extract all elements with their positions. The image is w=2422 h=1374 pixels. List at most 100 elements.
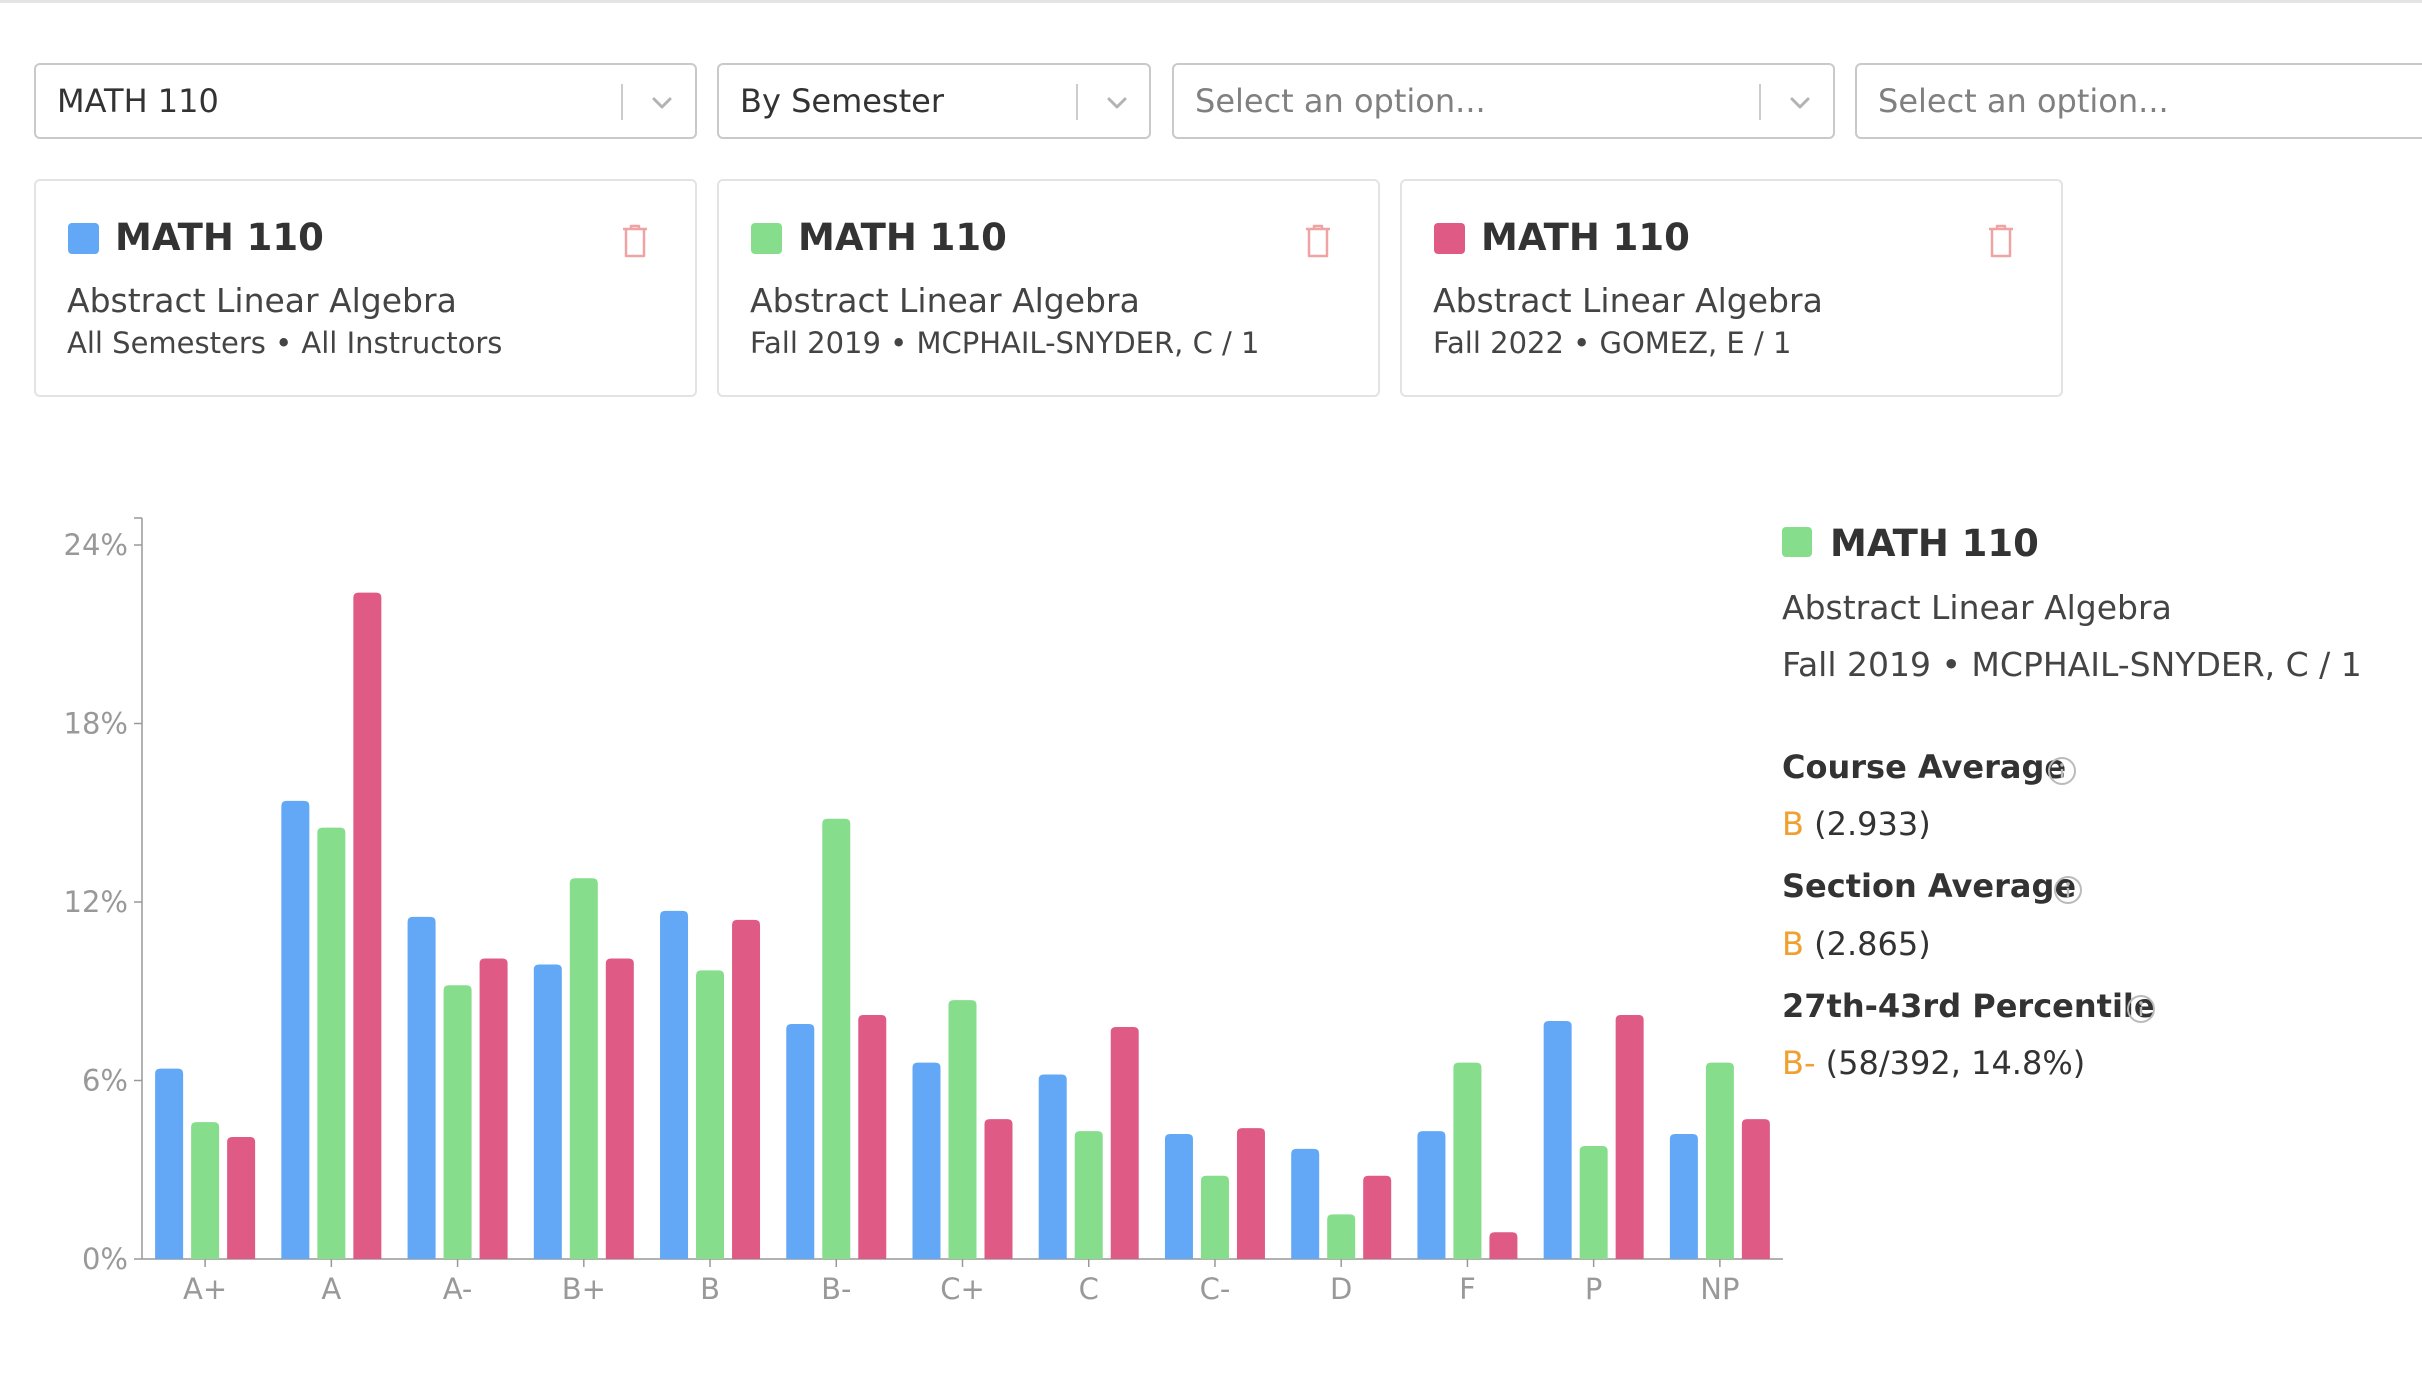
course-average-grade: B xyxy=(1782,805,1804,843)
bar xyxy=(1038,1074,1067,1259)
series-color-swatch xyxy=(1434,223,1465,254)
bar xyxy=(1669,1134,1698,1259)
x-tick-label: F xyxy=(1459,1272,1476,1306)
y-tick-label: 6% xyxy=(82,1064,128,1098)
info-icon[interactable] xyxy=(2126,994,2156,1024)
x-tick-label: B- xyxy=(821,1272,851,1306)
card-course-meta: Fall 2022 • GOMEZ, E / 1 xyxy=(1433,326,1792,360)
course-select[interactable]: MATH 110 xyxy=(34,63,697,139)
series-color-swatch xyxy=(68,223,99,254)
x-tick-label: A- xyxy=(443,1272,473,1306)
select-separator xyxy=(1759,84,1761,120)
y-tick-label: 24% xyxy=(64,528,128,562)
bar xyxy=(1363,1175,1392,1259)
bar xyxy=(732,919,761,1259)
trash-icon[interactable] xyxy=(1986,223,2016,259)
bar xyxy=(948,1000,977,1259)
percentile-value: B- (58/392, 14.8%) xyxy=(1782,1044,2085,1082)
bar xyxy=(1164,1134,1193,1259)
select-separator xyxy=(621,84,623,120)
course-average-label: Course Average xyxy=(1782,748,2067,786)
course-average-detail: (2.933) xyxy=(1814,805,1931,843)
info-course-code: MATH 110 xyxy=(1830,522,2039,565)
section-average-value: B (2.865) xyxy=(1782,925,1931,963)
trash-icon[interactable] xyxy=(620,223,650,259)
course-card[interactable]: MATH 110 Abstract Linear Algebra Fall 20… xyxy=(1400,179,2063,397)
bar xyxy=(479,958,508,1259)
x-tick-label: C xyxy=(1079,1272,1099,1306)
top-divider xyxy=(0,0,2422,3)
percentile-label: 27th-43rd Percentile xyxy=(1782,987,2156,1025)
bar xyxy=(1074,1131,1103,1259)
y-tick-label: 12% xyxy=(64,885,128,919)
grouping-select[interactable]: By Semester xyxy=(717,63,1151,139)
bar xyxy=(1579,1145,1608,1259)
x-tick-label: C+ xyxy=(940,1272,985,1306)
bar xyxy=(1417,1131,1446,1259)
course-card[interactable]: MATH 110 Abstract Linear Algebra All Sem… xyxy=(34,179,697,397)
bar xyxy=(1741,1119,1770,1259)
card-course-title: Abstract Linear Algebra xyxy=(750,281,1140,320)
bar xyxy=(443,985,472,1259)
x-tick-label: A xyxy=(321,1272,341,1306)
card-course-code: MATH 110 xyxy=(1481,216,1690,259)
x-tick-label: C- xyxy=(1200,1272,1231,1306)
bar xyxy=(281,800,310,1259)
bar xyxy=(569,878,598,1259)
bar xyxy=(1705,1062,1734,1259)
chevron-down-icon[interactable] xyxy=(1103,89,1131,117)
bar xyxy=(984,1119,1013,1259)
bar xyxy=(1236,1128,1265,1259)
bar xyxy=(858,1015,887,1259)
chevron-down-icon[interactable] xyxy=(648,89,676,117)
y-tick-label: 18% xyxy=(64,707,128,741)
card-course-code: MATH 110 xyxy=(115,216,324,259)
option-select-2[interactable]: Select an option... xyxy=(1855,63,2422,139)
x-tick-label: A+ xyxy=(183,1272,227,1306)
percentile-detail: (58/392, 14.8%) xyxy=(1825,1044,2086,1082)
info-course-meta: Fall 2019 • MCPHAIL-SNYDER, C / 1 xyxy=(1782,645,2362,684)
section-average-label: Section Average xyxy=(1782,867,2077,905)
card-course-code: MATH 110 xyxy=(798,216,1007,259)
bar xyxy=(317,827,346,1259)
card-course-title: Abstract Linear Algebra xyxy=(1433,281,1823,320)
bar xyxy=(1453,1062,1482,1259)
option-select-2-placeholder: Select an option... xyxy=(1878,82,2169,120)
bar xyxy=(1489,1232,1518,1259)
section-average-grade: B xyxy=(1782,925,1804,963)
course-average-value: B (2.933) xyxy=(1782,805,1931,843)
info-icon[interactable] xyxy=(2047,756,2077,786)
bar xyxy=(191,1122,220,1259)
grouping-select-value: By Semester xyxy=(740,82,944,120)
bar xyxy=(696,970,725,1259)
bar xyxy=(1615,1015,1644,1259)
bar xyxy=(786,1023,815,1259)
bar xyxy=(605,958,634,1259)
bar xyxy=(1110,1026,1139,1259)
bar xyxy=(155,1068,184,1259)
y-tick-label: 0% xyxy=(82,1242,128,1276)
card-course-title: Abstract Linear Algebra xyxy=(67,281,457,320)
bar xyxy=(407,916,436,1259)
info-course-title: Abstract Linear Algebra xyxy=(1782,588,2172,627)
bar xyxy=(1291,1148,1320,1259)
option-select-1[interactable]: Select an option... xyxy=(1172,63,1835,139)
trash-icon[interactable] xyxy=(1303,223,1333,259)
section-average-detail: (2.865) xyxy=(1814,925,1931,963)
chevron-down-icon[interactable] xyxy=(1786,89,1814,117)
bar xyxy=(533,964,562,1259)
grade-distribution-chart: 0% 6% 12% 18% 24% A+ A A- B+ B B- C+ C C- D F P NP xyxy=(64,517,1783,1306)
bar xyxy=(353,592,382,1259)
info-icon[interactable] xyxy=(2053,875,2083,905)
percentile-grade: B- xyxy=(1782,1044,1816,1082)
bar xyxy=(227,1137,256,1259)
bar xyxy=(1327,1214,1356,1259)
course-card[interactable]: MATH 110 Abstract Linear Algebra Fall 20… xyxy=(717,179,1380,397)
bar xyxy=(1200,1175,1229,1259)
bar xyxy=(822,818,851,1259)
bar xyxy=(660,910,689,1259)
x-tick-label: B xyxy=(700,1272,720,1306)
x-tick-label: P xyxy=(1585,1272,1603,1306)
card-course-meta: All Semesters • All Instructors xyxy=(67,326,503,360)
x-tick-label: B+ xyxy=(562,1272,606,1306)
